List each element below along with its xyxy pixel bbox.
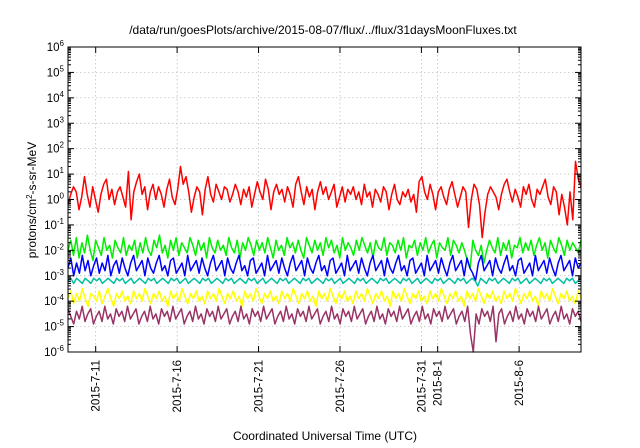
y-tick-exponent: -1: [57, 217, 65, 226]
y-tick-label: 10-2: [44, 242, 64, 257]
series-line: [67, 234, 582, 269]
y-tick-base: 10: [47, 42, 60, 54]
y-tick-exponent: 4: [60, 90, 65, 99]
y-tick-label: 102: [47, 141, 65, 156]
y-tick-label: 106: [47, 39, 65, 54]
y-tick-base: 10: [44, 296, 57, 308]
y-tick-label: 100: [47, 192, 65, 207]
x-axis-label: Coordinated Universal Time (UTC): [233, 429, 417, 443]
series-line: [67, 305, 582, 353]
y-axis-label-sup: 2: [25, 194, 34, 199]
y-axis-label-post: -s-sr-MeV: [25, 142, 39, 195]
y-tick-base: 10: [47, 67, 60, 79]
y-tick-base: 10: [47, 169, 60, 181]
x-tick-label: 2015-8-6: [514, 360, 526, 406]
x-tick-label: 2015-7-31: [416, 360, 428, 412]
y-tick-label: 10-1: [44, 217, 64, 232]
y-tick-label: 10-3: [44, 268, 64, 283]
y-tick-exponent: -5: [57, 319, 65, 328]
data-series: [67, 160, 582, 353]
y-tick-base: 10: [47, 118, 60, 130]
y-tick-label: 10-6: [44, 344, 64, 359]
y-tick-exponent: 6: [60, 39, 65, 48]
y-tick-exponent: 0: [60, 192, 65, 201]
y-tick-base: 10: [44, 347, 57, 359]
y-tick-label: 10-5: [44, 319, 64, 334]
y-tick-base: 10: [47, 93, 60, 105]
y-tick-label: 101: [47, 166, 65, 181]
y-tick-exponent: -2: [57, 242, 65, 251]
series-line: [67, 254, 582, 282]
series-line: [67, 160, 582, 239]
y-tick-exponent: -6: [57, 344, 65, 353]
y-tick-base: 10: [44, 322, 57, 334]
x-tick-label: 2015-7-11: [91, 360, 103, 412]
y-tick-base: 10: [47, 195, 60, 207]
y-tick-base: 10: [44, 245, 57, 257]
y-tick-exponent: -3: [57, 268, 65, 277]
y-tick-base: 10: [47, 144, 60, 156]
y-tick-label: 104: [47, 90, 65, 105]
y-tick-exponent: 2: [60, 141, 65, 150]
y-tick-label: 10-4: [44, 293, 64, 308]
y-tick-exponent: 1: [60, 166, 65, 175]
y-tick-exponent: 5: [60, 64, 65, 73]
series-line: [67, 277, 582, 287]
chart-title: /data/run/goesPlots/archive/2015-08-07/f…: [129, 23, 517, 37]
y-axis: 10-610-510-410-310-210-11001011021031041…: [44, 39, 581, 359]
x-tick-label: 2015-7-21: [254, 360, 266, 412]
x-tick-label: 2015-8-1: [433, 360, 445, 406]
y-axis-label-pre: protons/cm: [25, 199, 39, 258]
y-tick-label: 105: [47, 64, 65, 79]
y-tick-exponent: -4: [57, 293, 65, 302]
y-tick-base: 10: [44, 220, 57, 232]
y-tick-exponent: 3: [60, 115, 65, 124]
x-tick-label: 2015-7-16: [172, 360, 184, 412]
y-axis-label: protons/cm2-s-sr-MeV: [25, 142, 39, 258]
y-tick-label: 103: [47, 115, 65, 130]
series-line: [67, 287, 582, 308]
x-axis: 2015-7-11 2015-7-16 2015-7-21 2015-7-26 2015…: [91, 47, 526, 412]
y-tick-base: 10: [44, 271, 57, 283]
x-tick-label: 2015-7-26: [335, 360, 347, 412]
